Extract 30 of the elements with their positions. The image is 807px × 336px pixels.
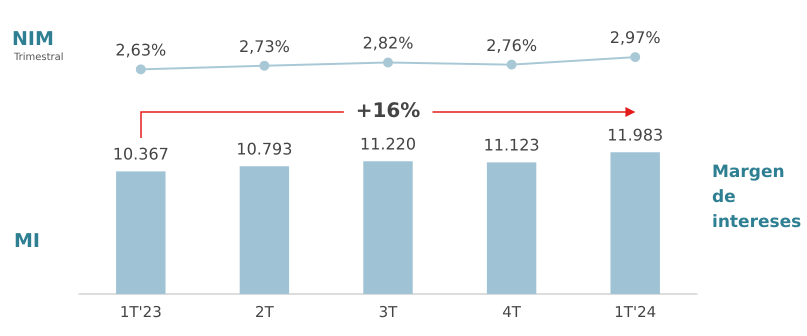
point [136,64,146,74]
text: +16% [356,98,420,122]
point [383,57,393,68]
y-axis-title: Margen de intereses [712,161,802,234]
data-label: 11.983 [607,125,664,144]
data-label: 11.123 [484,136,540,155]
point [259,60,270,71]
x-tick-label: 3T [378,302,398,321]
data-label: 10.793 [236,139,292,158]
text: MI [14,230,40,252]
bar [486,162,536,294]
data-label: 2,73% [238,36,290,56]
chart-subtitle: Trimestral [14,52,64,63]
data-label: 11.220 [360,134,416,154]
chart-title: NIM [12,28,54,50]
x-tick-label: 2T [255,302,275,321]
data-label: 2,63% [115,40,166,60]
data-label: 2,82% [362,34,414,53]
bar [610,152,660,294]
data-label: 2,76% [486,36,538,55]
point [506,60,517,70]
bar [363,161,413,294]
x-tick-label: 1T'24 [614,302,656,321]
data-label: 2,97% [610,28,661,48]
bar [240,166,290,294]
x-tick-label: 1T'23 [120,302,162,321]
data-label: 10.367 [112,144,169,164]
bar [116,171,166,294]
x-tick-label: 4T [502,302,522,321]
point [630,52,640,62]
